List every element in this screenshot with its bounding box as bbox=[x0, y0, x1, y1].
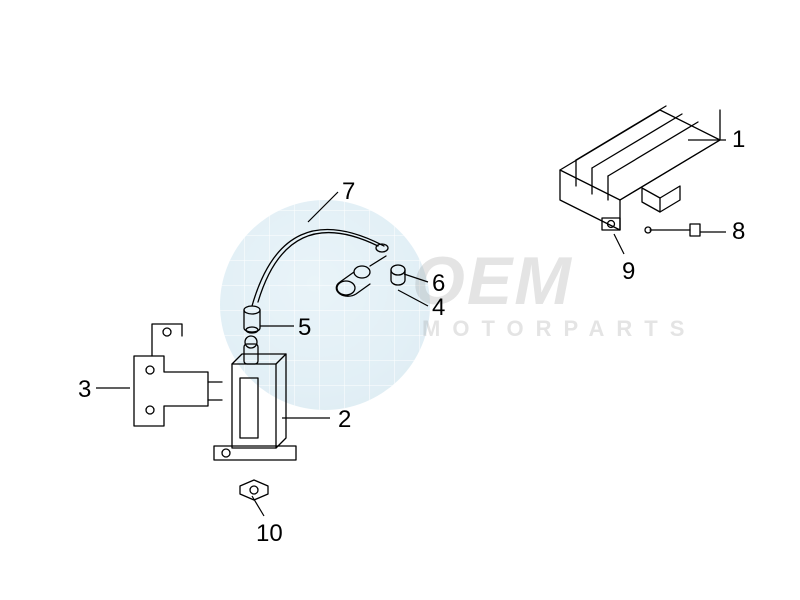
callout-9: 9 bbox=[622, 258, 635, 286]
leader-6 bbox=[404, 274, 428, 282]
leader-7 bbox=[308, 192, 338, 222]
leader-10 bbox=[252, 496, 264, 516]
callout-8: 8 bbox=[732, 218, 745, 246]
callout-1: 1 bbox=[732, 126, 745, 154]
leader-9 bbox=[614, 234, 624, 254]
callout-4: 4 bbox=[432, 294, 445, 322]
leader-lines bbox=[0, 0, 800, 600]
callout-7: 7 bbox=[342, 178, 355, 206]
leader-4 bbox=[398, 290, 428, 306]
callout-10: 10 bbox=[256, 520, 283, 548]
callout-6: 6 bbox=[432, 270, 445, 298]
callout-2: 2 bbox=[338, 406, 351, 434]
callout-5: 5 bbox=[298, 314, 311, 342]
callout-3: 3 bbox=[78, 376, 91, 404]
